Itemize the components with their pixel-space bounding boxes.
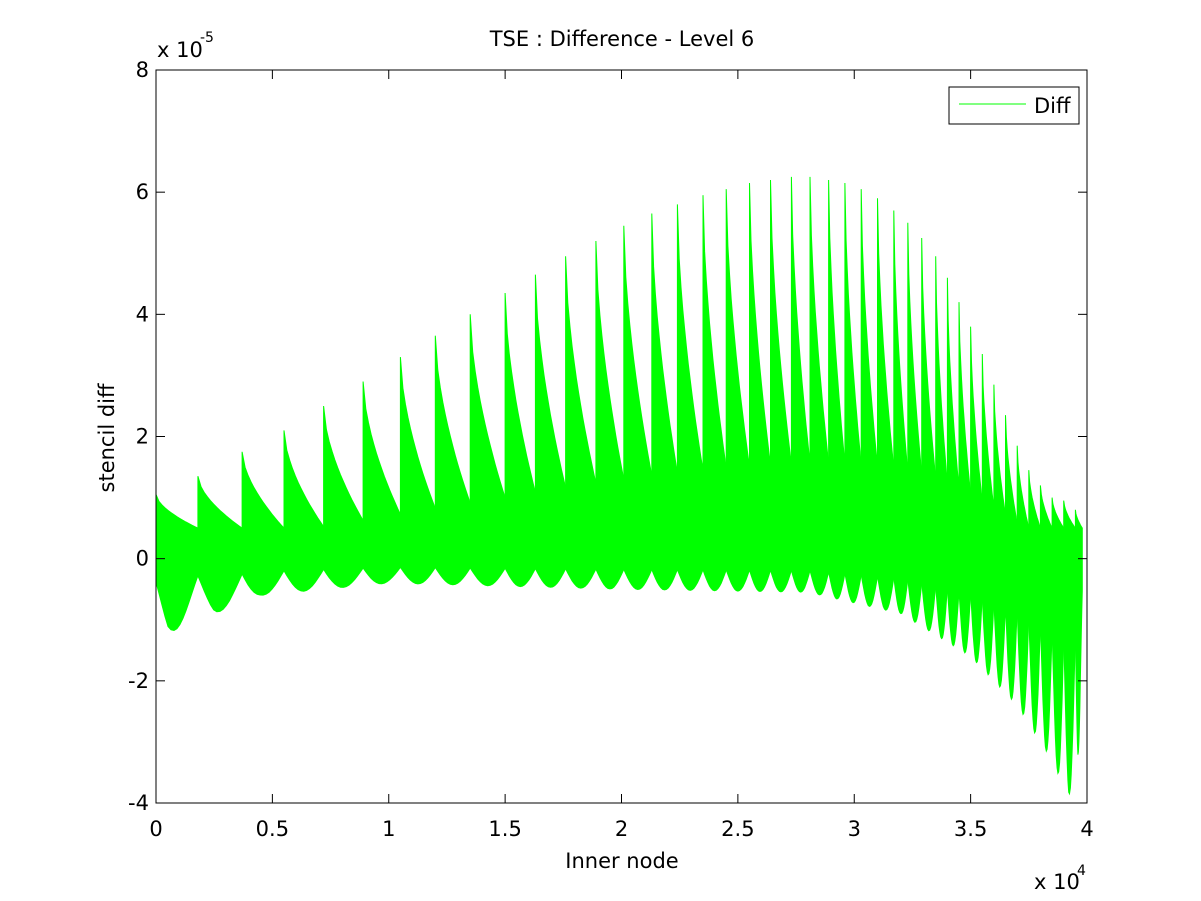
y-multiplier-exponent: -5 bbox=[200, 30, 214, 46]
legend-label-diff: Diff bbox=[1034, 94, 1071, 118]
y-tick-label: 6 bbox=[136, 180, 149, 204]
x-tick-label: 4 bbox=[1080, 817, 1093, 841]
x-tick-label: 3.5 bbox=[954, 817, 987, 841]
y-multiplier-base: x 10 bbox=[157, 38, 203, 62]
y-tick-label: 0 bbox=[136, 547, 149, 571]
y-axis-label: stencil diff bbox=[95, 383, 119, 492]
chart-title: TSE : Difference - Level 6 bbox=[489, 27, 755, 51]
y-tick-label: -4 bbox=[128, 791, 149, 815]
x-tick-label: 1 bbox=[382, 817, 395, 841]
y-tick-label: 8 bbox=[136, 58, 149, 82]
x-tick-label: 2.5 bbox=[721, 817, 754, 841]
x-tick-label: 3 bbox=[848, 817, 861, 841]
x-multiplier-base: x 10 bbox=[1034, 870, 1080, 894]
y-multiplier: x 10 -5 bbox=[157, 30, 214, 62]
x-multiplier: x 10 4 bbox=[1034, 863, 1086, 894]
diff-series-block bbox=[1074, 509, 1083, 755]
y-tick-label: -2 bbox=[128, 669, 149, 693]
x-tick-label: 1.5 bbox=[488, 817, 521, 841]
legend-box bbox=[948, 86, 1080, 125]
y-tick-label: 4 bbox=[136, 302, 149, 326]
legend: Diff bbox=[948, 86, 1080, 125]
y-tick-label: 2 bbox=[136, 425, 149, 449]
x-tick-label: 0.5 bbox=[256, 817, 289, 841]
plot-area bbox=[156, 176, 1083, 796]
x-multiplier-exponent: 4 bbox=[1077, 863, 1086, 879]
x-axis-label: Inner node bbox=[565, 849, 678, 873]
x-tick-label: 2 bbox=[615, 817, 628, 841]
axes: 0 0.5 1 1.5 2 2.5 3 3.5 4 -4 -2 0 2 4 6 8 bbox=[128, 58, 1094, 841]
x-tick-label: 0 bbox=[149, 817, 162, 841]
